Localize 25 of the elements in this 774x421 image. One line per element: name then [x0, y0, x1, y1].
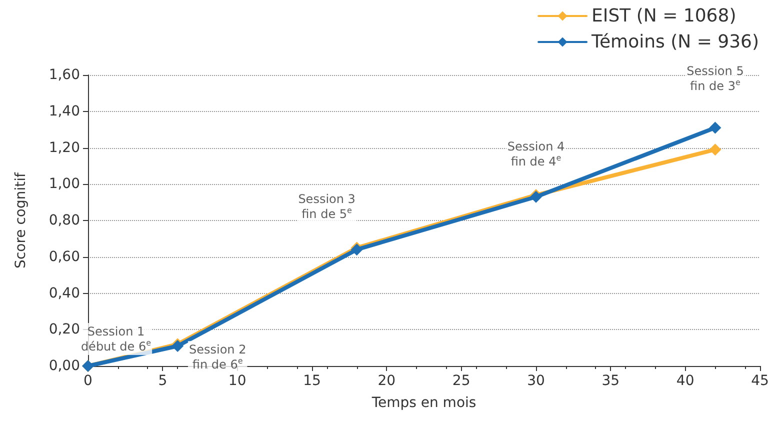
x-tick-label: 30	[527, 373, 545, 389]
y-axis-title: Score cognitif	[13, 171, 29, 268]
x-tick-label: 0	[84, 373, 92, 389]
legend-label: EIST (N = 1068)	[592, 6, 736, 26]
y-tick-label: 1,60	[48, 67, 80, 83]
y-tick-label: 0,00	[48, 358, 80, 374]
y-tick-label: 0,60	[48, 248, 80, 265]
x-tick-label: 15	[303, 373, 321, 389]
legend-label: Témoins (N = 936)	[590, 32, 760, 52]
point	[709, 144, 722, 156]
y-tick-label: 0,40	[48, 285, 80, 302]
x-axis-title: Temps en mois	[370, 395, 476, 411]
y-tick-label: 1,40	[48, 103, 80, 120]
x-tick-label: 45	[751, 373, 769, 389]
x-tick-label: 10	[228, 373, 246, 389]
x-tick-label: 25	[452, 373, 470, 389]
y-tick-label: 0,80	[48, 212, 80, 228]
y-tick-label: 1,00	[48, 176, 80, 192]
x-tick-label: 40	[676, 373, 694, 389]
x-tick-label: 35	[602, 373, 620, 389]
point	[709, 122, 722, 134]
y-tick-label: 1,20	[48, 140, 80, 156]
y-tick-label: 0,20	[48, 322, 80, 338]
x-tick-label: 5	[158, 373, 168, 389]
x-tick-label: 20	[378, 373, 396, 389]
